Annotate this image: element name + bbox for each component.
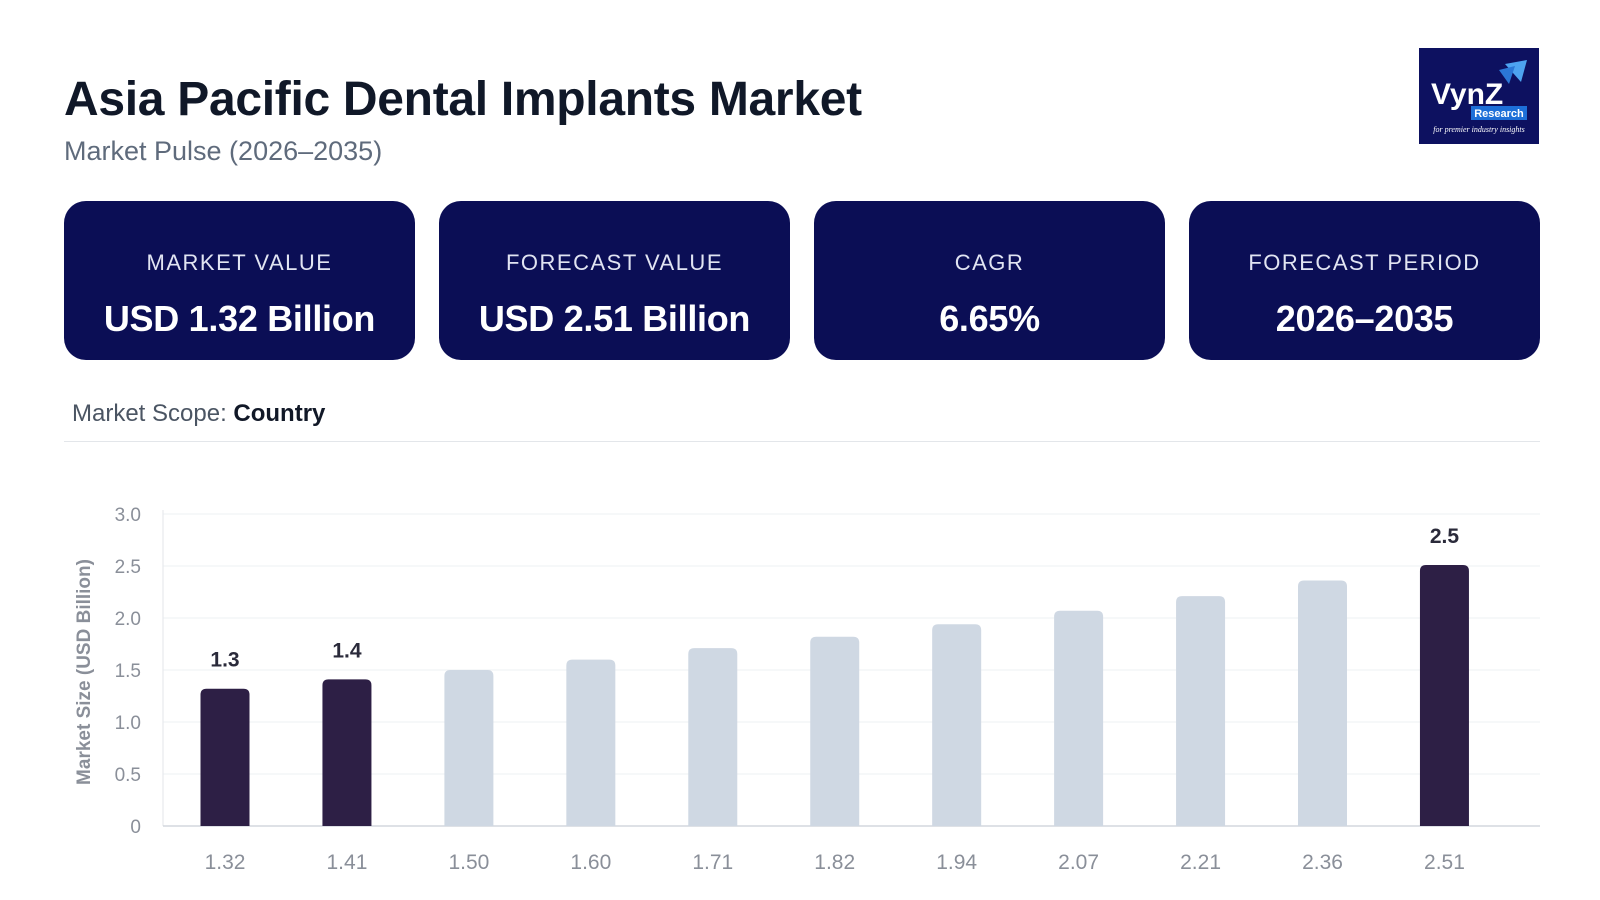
- bar: [566, 659, 616, 826]
- logo-tagline: for premier industry insights: [1433, 125, 1524, 134]
- x-tick-label: 2.07: [1058, 851, 1099, 874]
- logo-graphic: VynZ Research for premier industry insig…: [1431, 60, 1527, 134]
- card-value: USD 1.32 Billion: [103, 298, 376, 339]
- y-axis-label: Market Size (USD Billion): [74, 559, 95, 785]
- card-label: CAGR: [954, 250, 1025, 275]
- x-tick-label: 2.36: [1302, 851, 1343, 874]
- forecast-value-card: FORECAST VALUE USD 2.51 Billion: [439, 201, 790, 360]
- card-label: MARKET VALUE: [146, 250, 333, 275]
- divider: [64, 441, 1540, 442]
- bar: [1176, 596, 1226, 826]
- market-scope-value: Country: [233, 400, 326, 427]
- card-value: 2026–2035: [1275, 298, 1454, 339]
- x-tick-label: 1.82: [814, 851, 855, 874]
- x-tick-label: 1.60: [570, 851, 611, 874]
- bar: [1419, 564, 1469, 826]
- card-value: USD 2.51 Billion: [478, 298, 751, 339]
- market-value-card: MARKET VALUE USD 1.32 Billion: [64, 201, 415, 360]
- page-subtitle: Market Pulse (2026–2035): [64, 136, 383, 166]
- x-tick-label: 2.21: [1180, 851, 1221, 874]
- vynz-research-logo: VynZ Research for premier industry insig…: [1419, 48, 1539, 144]
- x-tick-label: 1.71: [692, 851, 733, 874]
- y-tick-label: 1.5: [115, 661, 141, 682]
- bar: [1054, 610, 1104, 826]
- bar: [444, 670, 494, 826]
- y-tick-label: 0: [130, 817, 141, 838]
- bar: [932, 624, 982, 826]
- data-label: 2.5: [1430, 525, 1460, 548]
- logo-brand: VynZ: [1431, 78, 1503, 111]
- bar: [810, 636, 860, 826]
- card-value: 6.65%: [939, 298, 1040, 339]
- y-tick-label: 0.5: [115, 765, 141, 786]
- market-scope-label: Market Scope:: [72, 400, 227, 427]
- data-label: 1.3: [210, 649, 239, 672]
- x-tick-label: 1.41: [327, 851, 368, 874]
- x-tick-label: 1.94: [936, 851, 977, 874]
- logo-sub: Research: [1474, 108, 1524, 120]
- x-tick-label: 1.50: [448, 851, 489, 874]
- y-tick-label: 2.0: [115, 609, 141, 630]
- bar: [322, 679, 372, 826]
- market-scope: Market Scope: Country: [72, 400, 325, 428]
- page-title: Asia Pacific Dental Implants Market: [64, 73, 862, 126]
- x-tick-label: 1.32: [205, 851, 246, 874]
- forecast-period-card: FORECAST PERIOD 2026–2035: [1189, 201, 1540, 360]
- x-tick-label: 2.51: [1424, 851, 1465, 874]
- y-tick-label: 3.0: [115, 505, 141, 526]
- card-label: FORECAST PERIOD: [1248, 250, 1481, 275]
- y-tick-label: 2.5: [115, 557, 141, 578]
- cagr-card: CAGR 6.65%: [814, 201, 1165, 360]
- kpi-cards: MARKET VALUE USD 1.32 Billion FORECAST V…: [64, 201, 1540, 360]
- bar: [1298, 580, 1348, 826]
- card-label: FORECAST VALUE: [505, 250, 723, 275]
- bar: [200, 688, 250, 826]
- bar: [688, 648, 738, 826]
- y-tick-label: 1.0: [115, 713, 141, 734]
- data-label: 1.4: [332, 639, 362, 662]
